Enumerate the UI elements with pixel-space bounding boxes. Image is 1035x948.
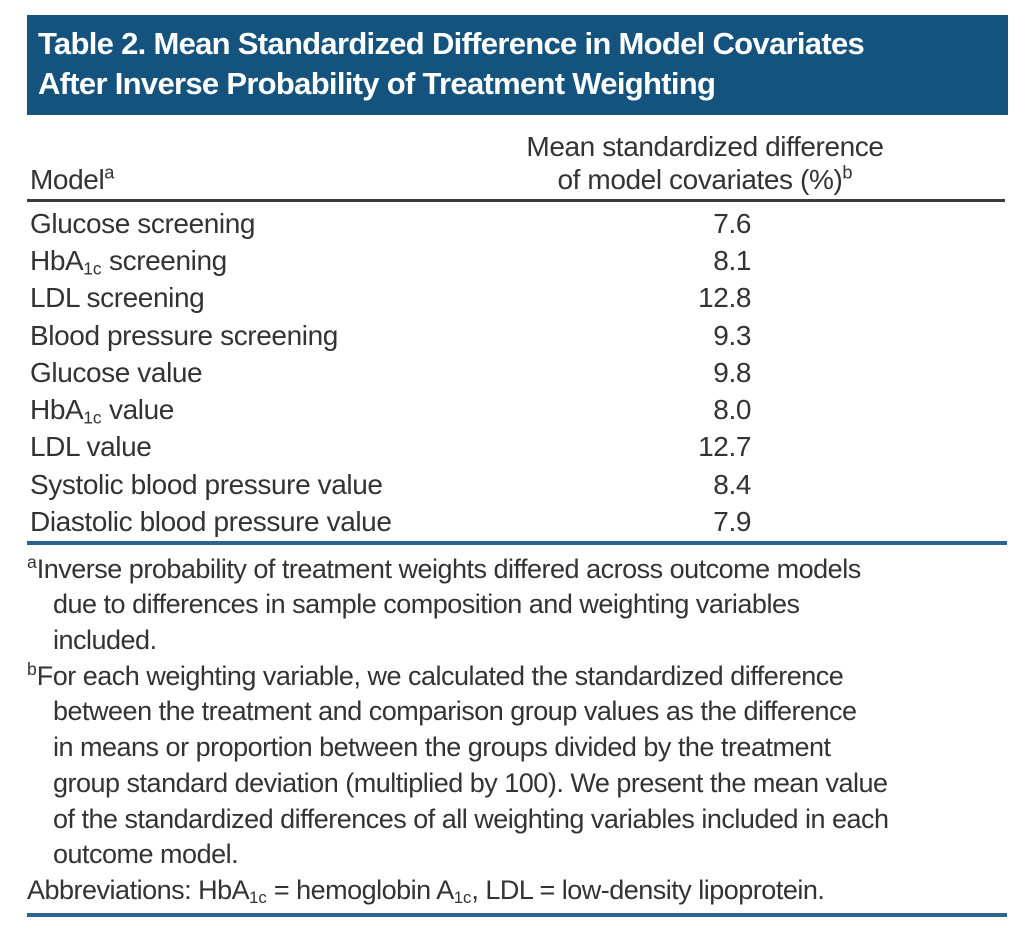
- footnote-b-line: outcome model.: [53, 839, 239, 870]
- value-header-line2: of model covariates (%)b: [557, 162, 853, 195]
- footnote-b-line: bFor each weighting variable, we calcula…: [27, 658, 844, 691]
- footnote-a-line: aInverse probability of treatment weight…: [27, 551, 861, 584]
- footnotes-block: aInverse probability of treatment weight…: [27, 552, 1011, 909]
- model-value: 8.0: [713, 394, 751, 426]
- model-name: LDL screening: [30, 282, 205, 314]
- table-body: Glucose screening 7.6 HbA1c screening 8.…: [27, 202, 1005, 541]
- model-name: HbA1c screening: [30, 244, 227, 279]
- footnote-b-ref: b: [842, 162, 853, 183]
- bottom-rule: [27, 912, 1007, 917]
- model-name: HbA1c value: [30, 394, 174, 428]
- model-value: 7.6: [713, 207, 751, 239]
- table-title-line1: Table 2. Mean Standardized Difference in…: [38, 26, 865, 61]
- model-name: Glucose screening: [30, 207, 256, 239]
- footnote-b-line: in means or proportion between the group…: [53, 732, 831, 763]
- footnote-a-marker: a: [27, 551, 37, 572]
- footnote-b-line: between the treatment and comparison gro…: [53, 696, 857, 727]
- footnote-b-line: of the standardized differences of all w…: [53, 803, 889, 834]
- table-row: Systolic blood pressure value 8.4: [27, 466, 1005, 503]
- model-value: 7.9: [713, 506, 751, 538]
- footnote-b-marker: b: [27, 658, 37, 679]
- model-name: Glucose value: [30, 356, 203, 388]
- table-row: Glucose screening 7.6: [27, 205, 1005, 242]
- table-footer-rule: [27, 540, 1007, 545]
- table-title-bar: Table 2. Mean Standardized Difference in…: [27, 15, 1008, 115]
- model-value: 9.3: [713, 319, 751, 351]
- table-row: LDL value 12.7: [27, 429, 1005, 466]
- footnote-a-line: included.: [53, 625, 157, 656]
- table-title-line2: After Inverse Probability of Treatment W…: [38, 66, 716, 101]
- model-name: LDL value: [30, 431, 152, 463]
- model-value: 8.4: [713, 468, 751, 500]
- model-name: Diastolic blood pressure value: [30, 506, 392, 538]
- model-value: 9.8: [713, 356, 751, 388]
- table-row: LDL screening 12.8: [27, 280, 1005, 317]
- column-header-value: Mean standardized difference of model co…: [480, 130, 930, 199]
- table-row: HbA1c screening 8.1: [27, 242, 1005, 279]
- footnote-a-line: due to differences in sample composition…: [53, 589, 800, 620]
- table-row: Blood pressure screening 9.3: [27, 317, 1005, 354]
- table-row: Diastolic blood pressure value 7.9: [27, 503, 1005, 540]
- table-row: Glucose value 9.8: [27, 354, 1005, 391]
- column-header-model: Modela: [27, 164, 480, 199]
- model-value: 8.1: [713, 244, 751, 276]
- model-header-label: Model: [30, 164, 105, 195]
- model-name: Systolic blood pressure value: [30, 468, 383, 500]
- model-value: 12.8: [698, 282, 751, 314]
- abbreviations-line: Abbreviations: HbA1c = hemoglobin A1c, L…: [27, 875, 825, 908]
- footnote-b-line: group standard deviation (multiplied by …: [53, 767, 888, 798]
- model-name: Blood pressure screening: [30, 319, 338, 351]
- footnote-a-ref: a: [104, 162, 115, 183]
- header-rule: [27, 199, 1005, 202]
- value-header-line1: Mean standardized difference: [526, 131, 884, 162]
- table-row: HbA1c value 8.0: [27, 391, 1005, 428]
- table-header-row: Modela Mean standardized difference of m…: [27, 115, 1005, 199]
- model-value: 12.7: [698, 431, 751, 463]
